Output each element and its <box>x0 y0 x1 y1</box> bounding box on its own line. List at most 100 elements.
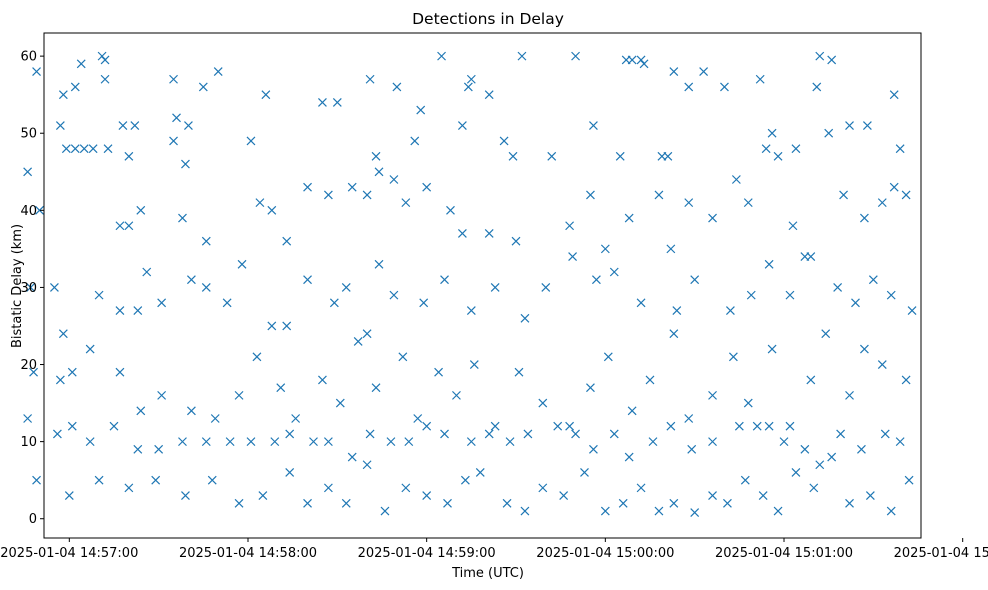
data-point-marker <box>270 437 280 447</box>
data-point-marker <box>684 82 694 92</box>
x-tick-label: 2025-01-04 15:01:00 <box>715 546 853 561</box>
data-point-marker <box>708 491 717 501</box>
data-point-marker <box>392 82 402 92</box>
data-point-marker <box>815 460 825 470</box>
data-point-marker <box>371 151 381 161</box>
data-point-marker <box>401 198 411 208</box>
data-point-marker <box>895 144 905 154</box>
data-point-marker <box>303 498 312 508</box>
data-point-marker <box>690 275 700 285</box>
data-point-marker <box>636 298 646 308</box>
data-point-marker <box>571 51 580 61</box>
data-point-marker <box>690 508 700 517</box>
data-point-marker <box>865 491 875 501</box>
data-point-marker <box>267 205 277 215</box>
data-point-marker <box>207 475 217 485</box>
data-point-marker <box>285 468 295 477</box>
data-point-marker <box>323 190 333 200</box>
data-point-marker <box>463 82 473 92</box>
data-point-marker <box>267 321 277 331</box>
data-point-marker <box>833 283 843 292</box>
data-point-marker <box>484 229 494 238</box>
data-point-marker <box>708 390 717 400</box>
data-point-marker <box>541 283 551 292</box>
data-point-marker <box>672 306 682 315</box>
data-point-marker <box>788 221 798 231</box>
data-point-marker <box>329 298 339 308</box>
data-point-marker <box>484 90 494 100</box>
data-point-marker <box>246 437 256 447</box>
data-point-marker <box>466 306 476 315</box>
data-point-marker <box>398 352 408 362</box>
data-point-marker <box>365 429 375 439</box>
data-point-marker <box>94 475 104 485</box>
data-point-marker <box>517 51 527 61</box>
data-point-marker <box>213 67 223 76</box>
data-point-marker <box>23 167 33 177</box>
data-point-marker <box>440 275 449 285</box>
data-point-marker <box>636 483 646 493</box>
data-point-marker <box>341 283 351 292</box>
data-point-marker <box>600 506 610 516</box>
data-point-marker <box>181 491 190 501</box>
data-point-marker <box>443 498 452 508</box>
data-point-marker <box>261 90 271 100</box>
data-point-marker <box>186 406 196 416</box>
data-point-marker <box>708 437 717 447</box>
data-point-marker <box>538 398 548 408</box>
data-point-marker <box>52 429 62 439</box>
data-point-marker <box>67 421 77 431</box>
data-point-marker <box>452 390 461 400</box>
data-point-marker <box>97 51 107 61</box>
data-point-marker <box>422 491 432 501</box>
y-tick-label: 0 <box>29 512 37 527</box>
data-point-marker <box>181 159 190 169</box>
data-point-marker <box>785 290 795 300</box>
data-point-marker <box>648 437 658 447</box>
data-point-marker <box>877 360 887 369</box>
data-point-marker <box>276 383 286 393</box>
data-point-marker <box>469 360 479 369</box>
data-point-marker <box>523 429 533 439</box>
data-point-marker <box>743 198 753 208</box>
data-point-marker <box>565 221 575 231</box>
data-point-marker <box>404 437 414 447</box>
data-point-marker <box>827 55 837 65</box>
data-point-marker <box>434 367 444 377</box>
data-point-marker <box>845 121 854 130</box>
data-point-marker <box>755 74 765 84</box>
data-point-marker <box>654 190 664 200</box>
data-point-marker <box>115 221 125 231</box>
data-point-marker <box>859 344 869 354</box>
y-axis-label: Bistatic Delay (km) <box>10 224 25 348</box>
data-point-marker <box>886 290 896 300</box>
data-point-marker <box>151 475 161 485</box>
data-point-marker <box>103 144 113 154</box>
data-point-marker <box>440 429 449 439</box>
data-point-marker <box>880 429 890 439</box>
data-point-marker <box>508 151 518 161</box>
chart-title: Detections in Delay <box>412 10 564 28</box>
data-point-marker <box>490 283 500 292</box>
data-point-marker <box>252 352 262 362</box>
data-point-marker <box>514 367 524 377</box>
data-point-marker <box>157 298 167 308</box>
data-point-marker <box>895 437 905 447</box>
data-point-marker <box>374 259 384 269</box>
data-point-marker <box>419 298 429 308</box>
data-point-marker <box>699 67 709 76</box>
data-point-marker <box>728 352 738 362</box>
data-point-marker <box>362 460 372 470</box>
data-point-marker <box>559 491 569 501</box>
data-point-marker <box>323 483 333 493</box>
data-point-marker <box>812 82 822 92</box>
data-point-marker <box>520 506 530 516</box>
data-point-marker <box>282 321 292 331</box>
data-point-marker <box>365 74 375 84</box>
data-point-marker <box>318 97 327 107</box>
data-point-marker <box>806 375 816 385</box>
data-point-marker <box>639 59 649 69</box>
data-point-marker <box>490 421 500 431</box>
data-point-marker <box>609 429 619 439</box>
data-point-marker <box>133 306 143 315</box>
